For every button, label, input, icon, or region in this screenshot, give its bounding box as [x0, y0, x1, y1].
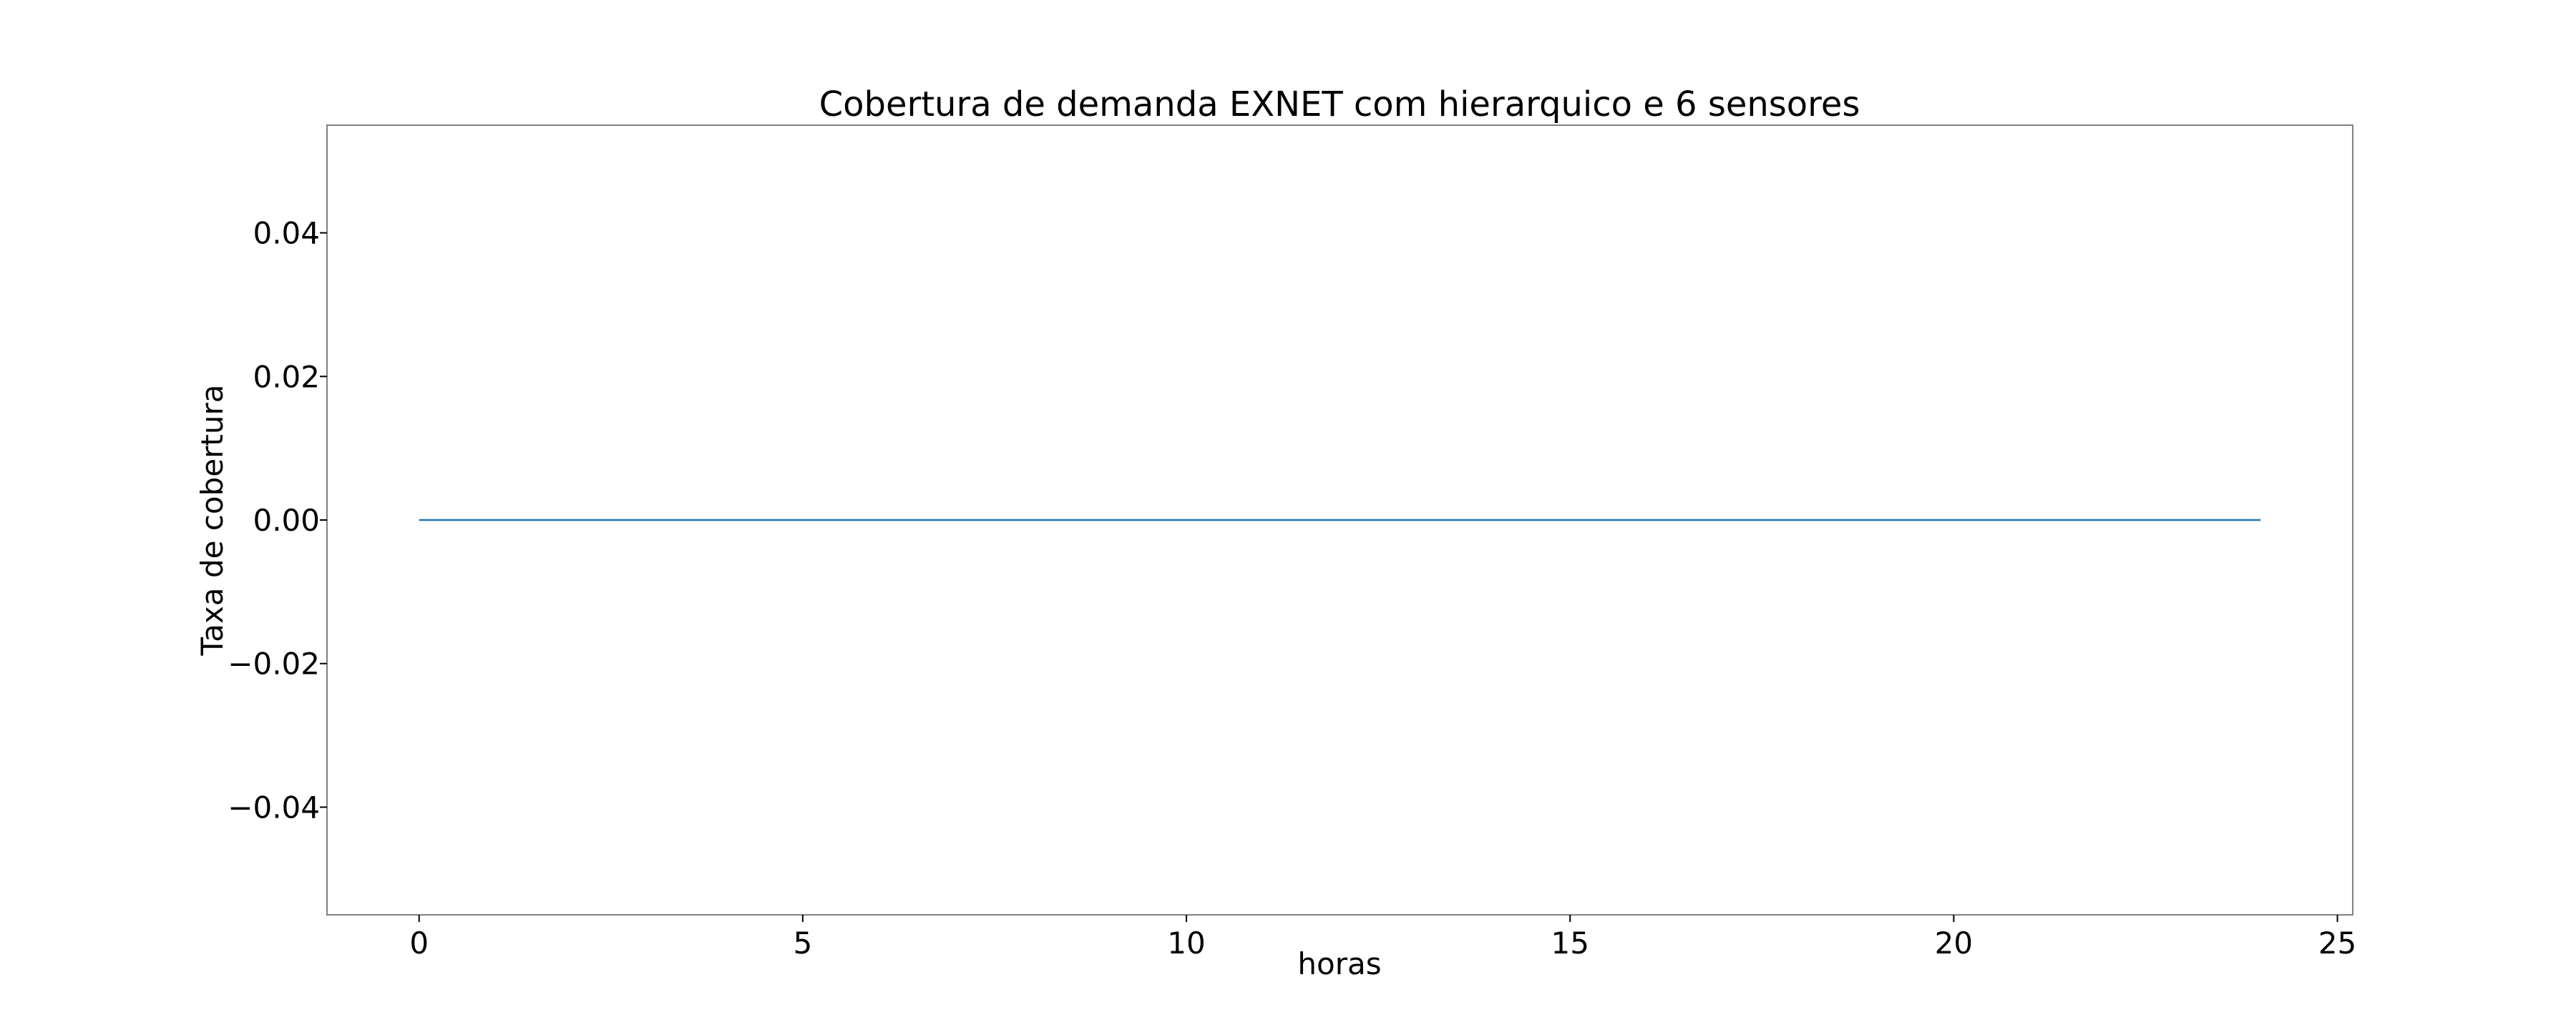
x-tick-label: 20	[1935, 926, 1973, 961]
x-tick-label: 10	[1167, 926, 1205, 961]
x-axis-label: horas	[1297, 946, 1381, 981]
y-axis-label: Taxa de cobertura	[195, 385, 230, 657]
y-tick-label: 0.02	[253, 359, 320, 394]
y-tick-label: −0.04	[228, 790, 320, 825]
y-tick-label: 0.04	[253, 216, 320, 251]
chart-title: Cobertura de demanda EXNET com hierarqui…	[819, 84, 1860, 124]
y-tick-label: 0.00	[253, 503, 320, 538]
y-tick-label: −0.02	[228, 647, 320, 682]
x-tick-label: 25	[2318, 926, 2356, 961]
x-tick-label: 15	[1551, 926, 1589, 961]
x-tick-label: 5	[793, 926, 812, 961]
y-axis-ticks: 0.04 0.02 0.00 −0.02 −0.04	[228, 216, 327, 825]
x-tick-label: 0	[409, 926, 429, 961]
x-axis-ticks: 0 5 10 15 20 25	[409, 915, 2356, 961]
